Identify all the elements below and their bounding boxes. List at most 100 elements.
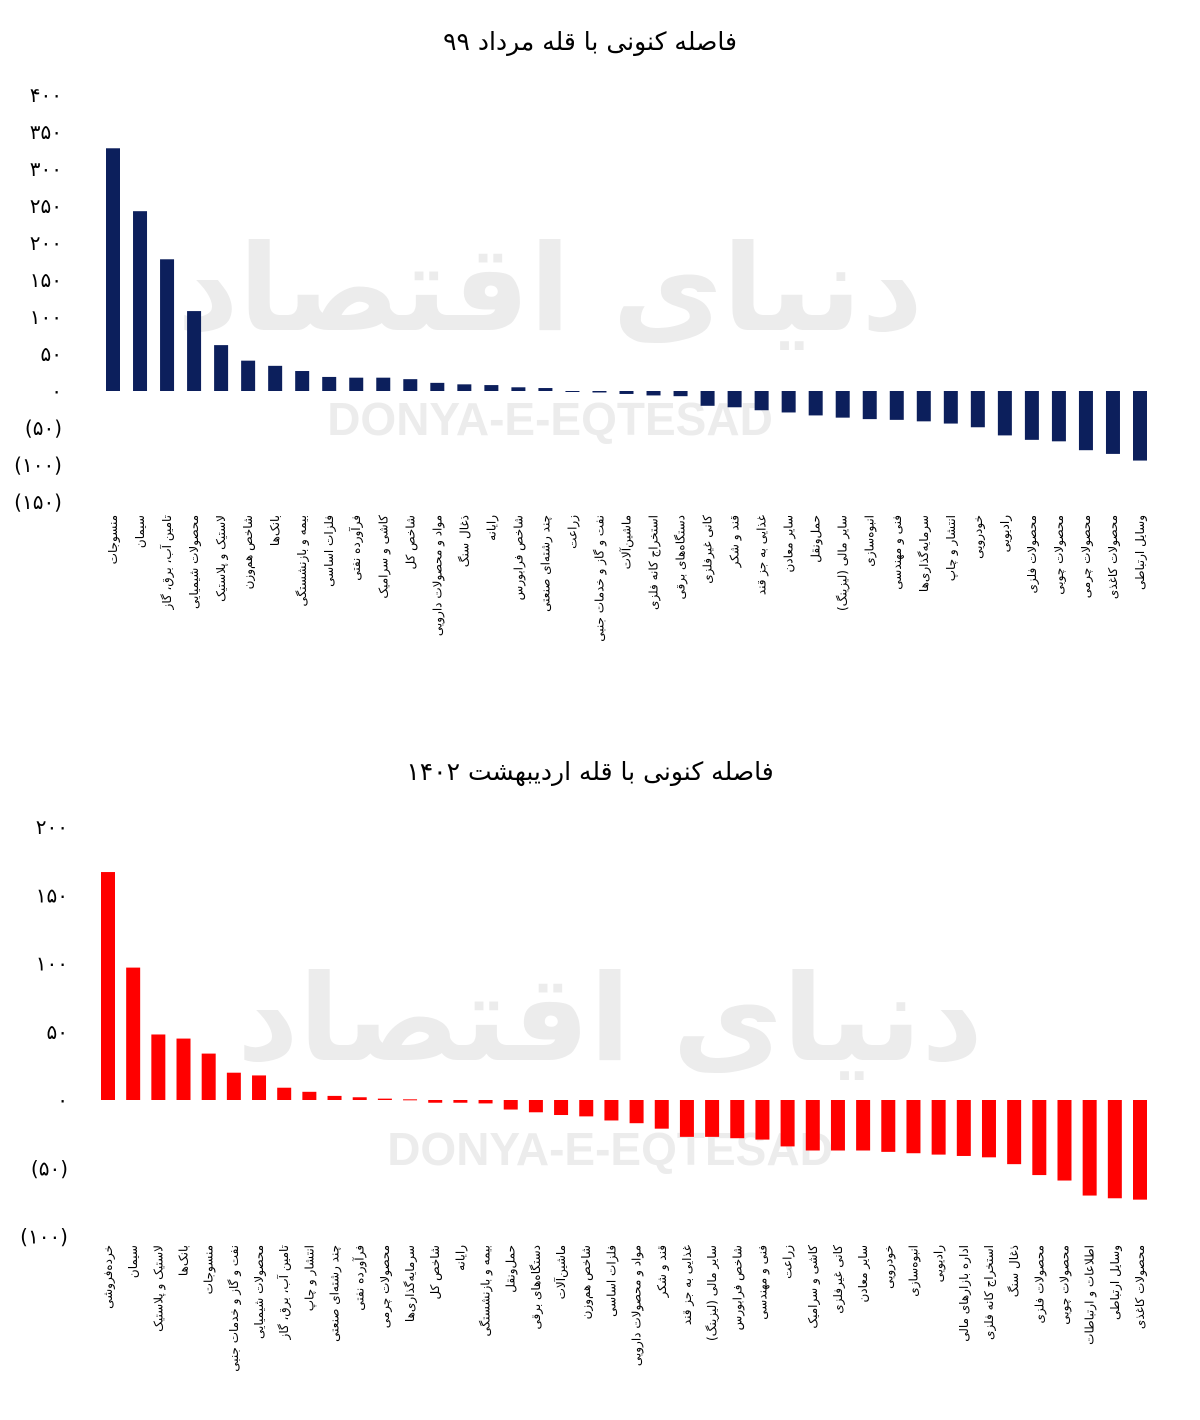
x-category-label: محصولات چرمی bbox=[378, 1245, 393, 1328]
x-category-label: محصولات کاغذی bbox=[1106, 515, 1121, 599]
x-category-label: نفت و گاز و خدمات جنبی bbox=[592, 515, 607, 642]
y-tick-label: (۵۰) bbox=[31, 1156, 68, 1180]
x-category-label: فرآورده نفتی bbox=[348, 515, 364, 581]
bar bbox=[916, 391, 931, 422]
x-category-label: رایانه bbox=[484, 515, 499, 541]
bar bbox=[565, 391, 580, 392]
x-category-label: شاخص فرابورس bbox=[730, 1245, 745, 1330]
bar bbox=[705, 1100, 720, 1137]
bar bbox=[133, 211, 148, 391]
x-category-label: ذغال سنگ bbox=[1007, 1245, 1021, 1297]
bar bbox=[160, 259, 175, 391]
bar bbox=[881, 1100, 896, 1152]
bar bbox=[538, 388, 553, 391]
x-category-label: لاستیک و پلاستیک bbox=[214, 515, 229, 602]
x-category-label: بیمه و بازنشستگی bbox=[479, 1245, 494, 1337]
watermark-1: دنیای اقتصاد DONYA-E-EQTESAD bbox=[177, 220, 923, 445]
bar bbox=[126, 967, 141, 1100]
bar bbox=[187, 311, 202, 391]
bar bbox=[554, 1100, 569, 1116]
x-category-label: دستگاه‌های برقی bbox=[674, 515, 689, 599]
bar bbox=[1051, 391, 1066, 442]
x-category-label: ماشین‌آلات bbox=[619, 515, 635, 569]
bar bbox=[1105, 391, 1120, 454]
x-category-label: قند و شکر bbox=[655, 1245, 670, 1298]
x-category-label: بانک‌ها bbox=[177, 1245, 191, 1276]
bar bbox=[430, 382, 445, 391]
y-tick-label: ۲۰۰ bbox=[36, 815, 68, 839]
x-category-label: سرمایه‌گذاری‌ها bbox=[403, 1245, 418, 1322]
x-category-label: سیمان bbox=[133, 515, 147, 548]
bar bbox=[906, 1100, 921, 1154]
bar bbox=[673, 391, 688, 397]
bar bbox=[956, 1100, 971, 1156]
bar bbox=[592, 391, 607, 393]
bar bbox=[226, 1072, 241, 1100]
x-category-label: غذایی به جز قند bbox=[755, 515, 770, 595]
x-category-label: ذغال سنگ bbox=[457, 515, 471, 567]
bar bbox=[727, 391, 742, 408]
bar bbox=[943, 391, 958, 424]
bar bbox=[151, 1034, 166, 1100]
bar bbox=[830, 1100, 845, 1151]
bar bbox=[457, 384, 472, 391]
x-category-label: شاخص کل bbox=[403, 515, 418, 569]
x-category-label: چند رشته‌ای صنعتی bbox=[328, 1245, 343, 1342]
x-category-label: سایر مالی (لیزینگ) bbox=[705, 1245, 720, 1341]
x-category-label: خرده‌فروشی bbox=[101, 1245, 116, 1309]
bar bbox=[997, 391, 1012, 436]
bar bbox=[511, 387, 526, 391]
x-category-label: چند رشته‌ای صنعتی bbox=[538, 515, 553, 612]
x-category-label: بانک‌ها bbox=[268, 515, 282, 546]
x-category-label: خودرویی bbox=[881, 1245, 896, 1289]
x-category-label: فلزات اساسی bbox=[322, 515, 337, 587]
x-category-label: رادیویی bbox=[998, 515, 1013, 553]
x-category-label: لاستیک و پلاستیک bbox=[151, 1245, 166, 1332]
bar bbox=[403, 379, 418, 391]
bar bbox=[1133, 1100, 1147, 1200]
bar bbox=[931, 1100, 946, 1155]
bar bbox=[302, 1091, 317, 1100]
y-tick-label: ۳۰۰ bbox=[30, 157, 62, 181]
x-category-label: اطلاعات و ارتباطات bbox=[1083, 1245, 1098, 1345]
bar bbox=[805, 1100, 820, 1151]
x-category-label: محصولات چوبی bbox=[1057, 1245, 1072, 1325]
x-category-label: شاخص فرابورس bbox=[511, 515, 526, 600]
x-category-label: سایر مالی (لیزینگ) bbox=[836, 515, 851, 611]
x-category-label: نفت و گاز و خدمات جنبی bbox=[227, 1245, 242, 1372]
x-category-label: انبوه‌سازی bbox=[863, 515, 878, 567]
x-category-label: فنی و مهندسی bbox=[755, 1245, 770, 1320]
bar bbox=[754, 391, 769, 411]
bar bbox=[377, 1098, 392, 1100]
bar bbox=[1078, 391, 1093, 451]
x-category-label: وسایل ارتباطی bbox=[1133, 515, 1148, 590]
x-category-label: کانی غیرفلزی bbox=[701, 515, 716, 584]
bar bbox=[862, 391, 877, 420]
bar bbox=[478, 1100, 493, 1104]
chart-1: فاصله کنونی با قله مرداد ۹۹ ۴۰۰ ۳۵۰ ۳۰۰ ۲۵۰… bbox=[14, 27, 1148, 642]
bar bbox=[503, 1100, 518, 1110]
x-category-label: شاخص هم‌وزن bbox=[579, 1245, 594, 1319]
y-tick-label: ۵۰ bbox=[47, 1020, 68, 1044]
bar bbox=[1032, 1100, 1047, 1176]
x-category-label: محصولات چرمی bbox=[1079, 515, 1094, 598]
x-category-label: مواد و محصولات دارویی bbox=[630, 1245, 645, 1366]
bar bbox=[781, 391, 796, 413]
bar bbox=[808, 391, 823, 416]
bar bbox=[856, 1100, 871, 1151]
chart-2: فاصله کنونی با قله اردیبهشت ۱۴۰۲ ۲۰۰ ۱۵۰ ۱… bbox=[20, 757, 1148, 1372]
x-category-label: سایر معادن bbox=[856, 1245, 871, 1303]
x-category-label: فلزات اساسی bbox=[604, 1245, 619, 1317]
x-category-label: رایانه bbox=[453, 1245, 468, 1271]
bar bbox=[106, 148, 120, 391]
y-tick-label: ۱۰۰ bbox=[36, 952, 68, 976]
x-category-label: انتشار و چاپ bbox=[302, 1245, 317, 1311]
x-category-label: شاخص کل bbox=[428, 1245, 443, 1299]
x-category-label: فرآورده نفتی bbox=[352, 1245, 368, 1311]
watermark-2: دنیای اقتصاد DONYA-E-EQTESAD bbox=[237, 950, 983, 1175]
bar bbox=[376, 377, 391, 391]
x-category-label: استخراج کانه فلزی bbox=[982, 1245, 997, 1340]
x-category-label: سرمایه‌گذاری‌ها bbox=[917, 515, 932, 592]
bar bbox=[201, 1053, 216, 1100]
